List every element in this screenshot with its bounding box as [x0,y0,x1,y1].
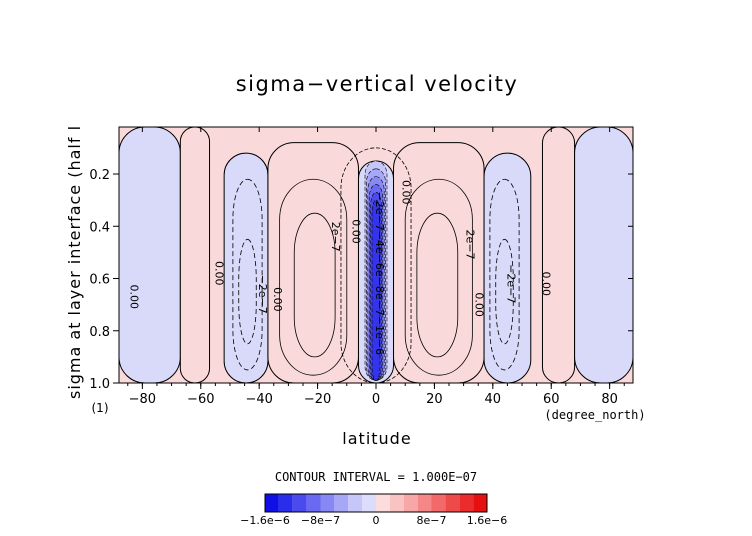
colorbar-swatch-7 [362,494,376,512]
contour-label-4: 2e−7 [329,222,342,252]
colorbar-swatch-11 [417,494,432,512]
x-tick-label-6: 40 [485,392,502,407]
x-tick-label-2: −40 [245,392,272,407]
colorbar-swatch-2 [292,494,307,512]
x-axis: −80 −60 −40 −20 0 20 40 60 80 [127,127,625,407]
y-axis: 0.2 0.4 0.6 0.8 1.0 [89,168,633,392]
colorbar-tick-label-4: 1.6e−6 [467,514,507,527]
region-negative-2 [223,152,269,383]
contour-line-5 [238,238,257,345]
y-axis-unit-note: (1) [92,401,109,415]
region-positive-3 [267,142,359,383]
contour-line-0 [279,178,348,376]
colorbar-tick-label-2: 0 [373,514,380,527]
region-positive-1 [179,127,211,383]
colorbar-swatch-0 [265,494,279,512]
chart-title: sigma−vertical velocity [236,72,519,96]
contour-label-6: 0.00 [399,180,412,205]
contour-label-3: 0.00 [271,287,284,312]
y-tick-label-4: 1.0 [89,377,110,392]
x-tick-label-5: 20 [426,392,443,407]
contour-line-3 [416,212,459,358]
region-positive-7 [541,127,576,383]
contour-interval-text: CONTOUR INTERVAL = 1.000E−07 [275,470,477,484]
contour-line-7 [495,238,514,345]
contour-label-5: 0.00 [350,219,363,244]
x-tick-label-0: −80 [129,392,156,407]
colorbar-swatch-14 [459,494,474,512]
colorbar-swatch-1 [278,494,293,512]
colorbar-swatch-5 [334,494,349,512]
x-axis-unit: (degree_north) [544,408,645,422]
colorbar-swatch-6 [348,494,363,512]
contour-line-1 [293,212,336,358]
x-tick-label-8: 80 [601,392,618,407]
contour-label-11: 0.00 [539,271,552,296]
region-negative-8 [574,127,633,383]
y-tick-label-1: 0.4 [89,220,110,235]
y-axis-label: sigma at layer interface (half l [65,125,84,399]
contour-label-8: 2e−7 [464,230,477,260]
colorbar-swatch-3 [306,494,321,512]
y-tick-label-2: 0.6 [89,273,110,288]
contour-label-0: 0.00 [128,285,141,310]
colorbar-swatch-13 [445,494,460,512]
colorbar-frame [264,493,488,513]
colorbar-tick-label-3: 8e−7 [417,514,447,527]
contour-line-4 [232,178,263,371]
contour-line-8 [340,147,412,383]
contour-line-6 [489,178,520,371]
colorbar-tick-label-1: −8e−7 [301,514,340,527]
colorbar-tick-label-0: −1.6e−6 [240,514,290,527]
y-tick-label-0: 0.2 [89,168,110,183]
y-tick-label-3: 0.8 [89,325,110,340]
region-negative-0 [119,127,181,383]
contour-label-9: 0.00 [472,292,485,317]
colorbar-swatch-9 [389,494,404,512]
x-tick-label-1: −60 [187,392,214,407]
contour-label-10: −2e−7 [504,264,517,303]
x-axis-label: latitude [342,429,411,448]
x-tick-label-3: −20 [304,392,331,407]
colorbar-swatch-10 [403,494,418,512]
colorbar-swatch-12 [431,494,446,512]
contour-label-1: 0.00 [212,261,225,286]
x-tick-label-4: 0 [372,392,380,407]
colorbar: −1.6e−6 −8e−7 0 8e−7 1.6e−6 [240,493,507,527]
colorbar-swatch-8 [376,494,390,512]
colorbar-swatch-4 [320,494,335,512]
contour-label-7: −2e−7−4e−6e−8e−7−1e−6 [373,192,386,356]
colorbar-swatch-15 [473,494,487,512]
x-tick-label-7: 60 [543,392,560,407]
core-contour-5 [371,199,381,381]
contour-label-2: −2e−7 [256,275,269,314]
contour-line-2 [404,178,473,376]
region-positive-5 [393,142,485,383]
